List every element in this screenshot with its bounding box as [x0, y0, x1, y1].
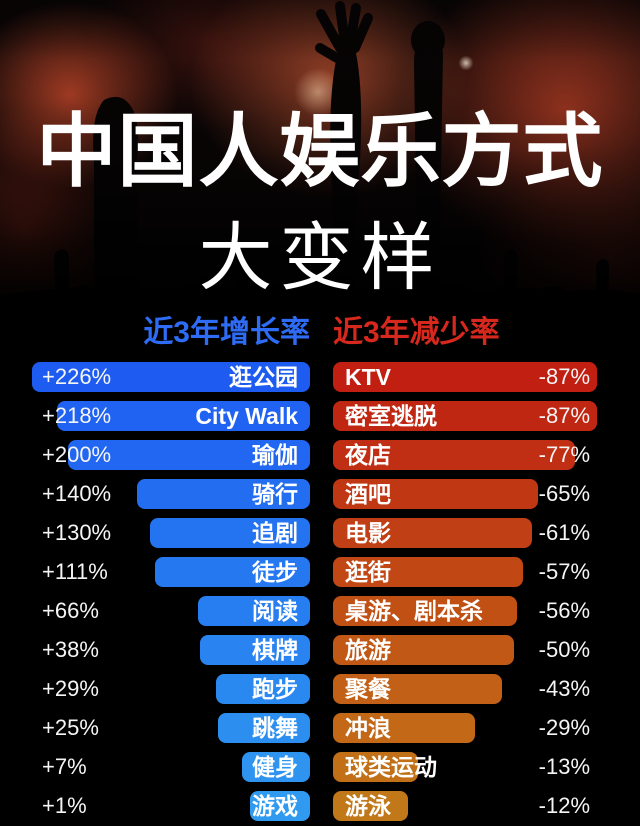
growth-value: +140%: [42, 481, 112, 506]
decline-value: -50%: [538, 637, 590, 662]
growth-bar: 跳舞: [218, 713, 310, 743]
decline-value: -12%: [538, 793, 590, 818]
growth-bar: 棋牌: [200, 635, 310, 665]
decline-header: 近3年减少率: [333, 316, 500, 349]
decline-value: -43%: [538, 676, 590, 701]
decline-bar: 聚餐: [333, 674, 502, 704]
decline-category-label: 电影: [345, 520, 391, 546]
decline-category-label: 逛街: [345, 559, 391, 585]
growth-bar: 追剧: [150, 518, 310, 548]
decline-category-label: 旅游: [345, 637, 391, 663]
growth-value: +1%: [42, 793, 87, 818]
growth-bar: City Walk: [57, 401, 310, 431]
decline-value: -56%: [538, 598, 590, 623]
decline-bar: 旅游: [333, 635, 514, 665]
growth-category-label: 追剧: [252, 520, 298, 546]
growth-value: +29%: [42, 676, 99, 701]
decline-bar: 游泳: [333, 791, 408, 821]
growth-bar: 徒步: [155, 557, 310, 587]
chart-row: +1% 游戏 游泳 -12%: [0, 791, 640, 821]
growth-value: +111%: [42, 559, 108, 584]
decline-bar: 密室逃脱: [333, 401, 597, 431]
growth-value: +218%: [42, 403, 112, 428]
decline-category-label: KTV: [345, 364, 391, 390]
decline-value: -57%: [538, 559, 590, 584]
chart-row: +130% 追剧 电影 -61%: [0, 518, 640, 548]
decline-category-label: 游泳: [345, 793, 391, 819]
growth-value: +200%: [42, 442, 112, 467]
decline-value: -61%: [538, 520, 590, 545]
decline-category-label: 酒吧: [345, 481, 391, 507]
growth-category-label: 瑜伽: [252, 442, 298, 468]
decline-category-label: 密室逃脱: [345, 403, 437, 429]
chart-row: +25% 跳舞 冲浪 -29%: [0, 713, 640, 743]
decline-bar: KTV: [333, 362, 597, 392]
growth-bar: 健身: [242, 752, 310, 782]
decline-value: -29%: [538, 715, 590, 740]
growth-bar: 阅读: [198, 596, 310, 626]
chart-row: +66% 阅读 桌游、剧本杀 -56%: [0, 596, 640, 626]
decline-value: -13%: [538, 754, 590, 779]
growth-category-label: 棋牌: [252, 637, 298, 663]
growth-bar: 跑步: [216, 674, 310, 704]
growth-value: +25%: [42, 715, 99, 740]
chart-row: +7% 健身 球类运动 -13%: [0, 752, 640, 782]
growth-category-label: 游戏: [252, 793, 298, 819]
subtitle: 大变样: [198, 216, 442, 299]
growth-header: 近3年增长率: [143, 316, 310, 349]
growth-category-label: City Walk: [195, 403, 298, 429]
photo-dark-overlay: [0, 0, 640, 330]
chart-row: +226% 逛公园 KTV -87%: [0, 362, 640, 392]
concert-photo: [0, 0, 640, 330]
growth-bar: 游戏: [250, 791, 310, 821]
growth-bar: 逛公园: [32, 362, 310, 392]
decline-bar: 桌游、剧本杀: [333, 596, 517, 626]
decline-category-label: 聚餐: [345, 676, 391, 702]
decline-value: -87%: [538, 364, 590, 389]
decline-bar: 冲浪: [333, 713, 475, 743]
growth-bar: 骑行: [137, 479, 310, 509]
decline-category-label: 球类运动: [345, 754, 437, 780]
decline-bar: 球类运动: [333, 752, 437, 782]
decline-value: -65%: [538, 481, 590, 506]
decline-bar: 电影: [333, 518, 532, 548]
growth-value: +38%: [42, 637, 99, 662]
decline-category-label: 夜店: [345, 442, 391, 468]
growth-category-label: 跳舞: [252, 715, 298, 741]
growth-bar: 瑜伽: [68, 440, 310, 470]
growth-value: +226%: [42, 364, 112, 389]
growth-value: +7%: [42, 754, 87, 779]
decline-bar: 夜店: [333, 440, 575, 470]
chart-row: +38% 棋牌 旅游 -50%: [0, 635, 640, 665]
growth-category-label: 逛公园: [229, 364, 298, 390]
growth-category-label: 跑步: [252, 676, 298, 702]
decline-category-label: 桌游、剧本杀: [345, 598, 483, 624]
growth-category-label: 徒步: [252, 559, 298, 585]
chart-row: +29% 跑步 聚餐 -43%: [0, 674, 640, 704]
growth-value: +66%: [42, 598, 99, 623]
chart-row: +200% 瑜伽 夜店 -77%: [0, 440, 640, 470]
chart-row: +218% City Walk 密室逃脱 -87%: [0, 401, 640, 431]
growth-category-label: 阅读: [252, 598, 298, 624]
growth-value: +130%: [42, 520, 112, 545]
column-headers: 近3年增长率 近3年减少率: [0, 314, 640, 352]
decline-value: -77%: [538, 442, 590, 467]
chart-row: +140% 骑行 酒吧 -65%: [0, 479, 640, 509]
chart-row: +111% 徒步 逛街 -57%: [0, 557, 640, 587]
decline-bar: 逛街: [333, 557, 523, 587]
bar-chart: +226% 逛公园 KTV -87% +218% City Walk 密室逃脱 …: [0, 362, 640, 826]
decline-value: -87%: [538, 403, 590, 428]
growth-category-label: 骑行: [252, 481, 298, 507]
decline-bar: 酒吧: [333, 479, 538, 509]
growth-category-label: 健身: [252, 754, 298, 780]
decline-category-label: 冲浪: [345, 715, 391, 741]
main-title: 中国人娱乐方式: [36, 107, 604, 196]
